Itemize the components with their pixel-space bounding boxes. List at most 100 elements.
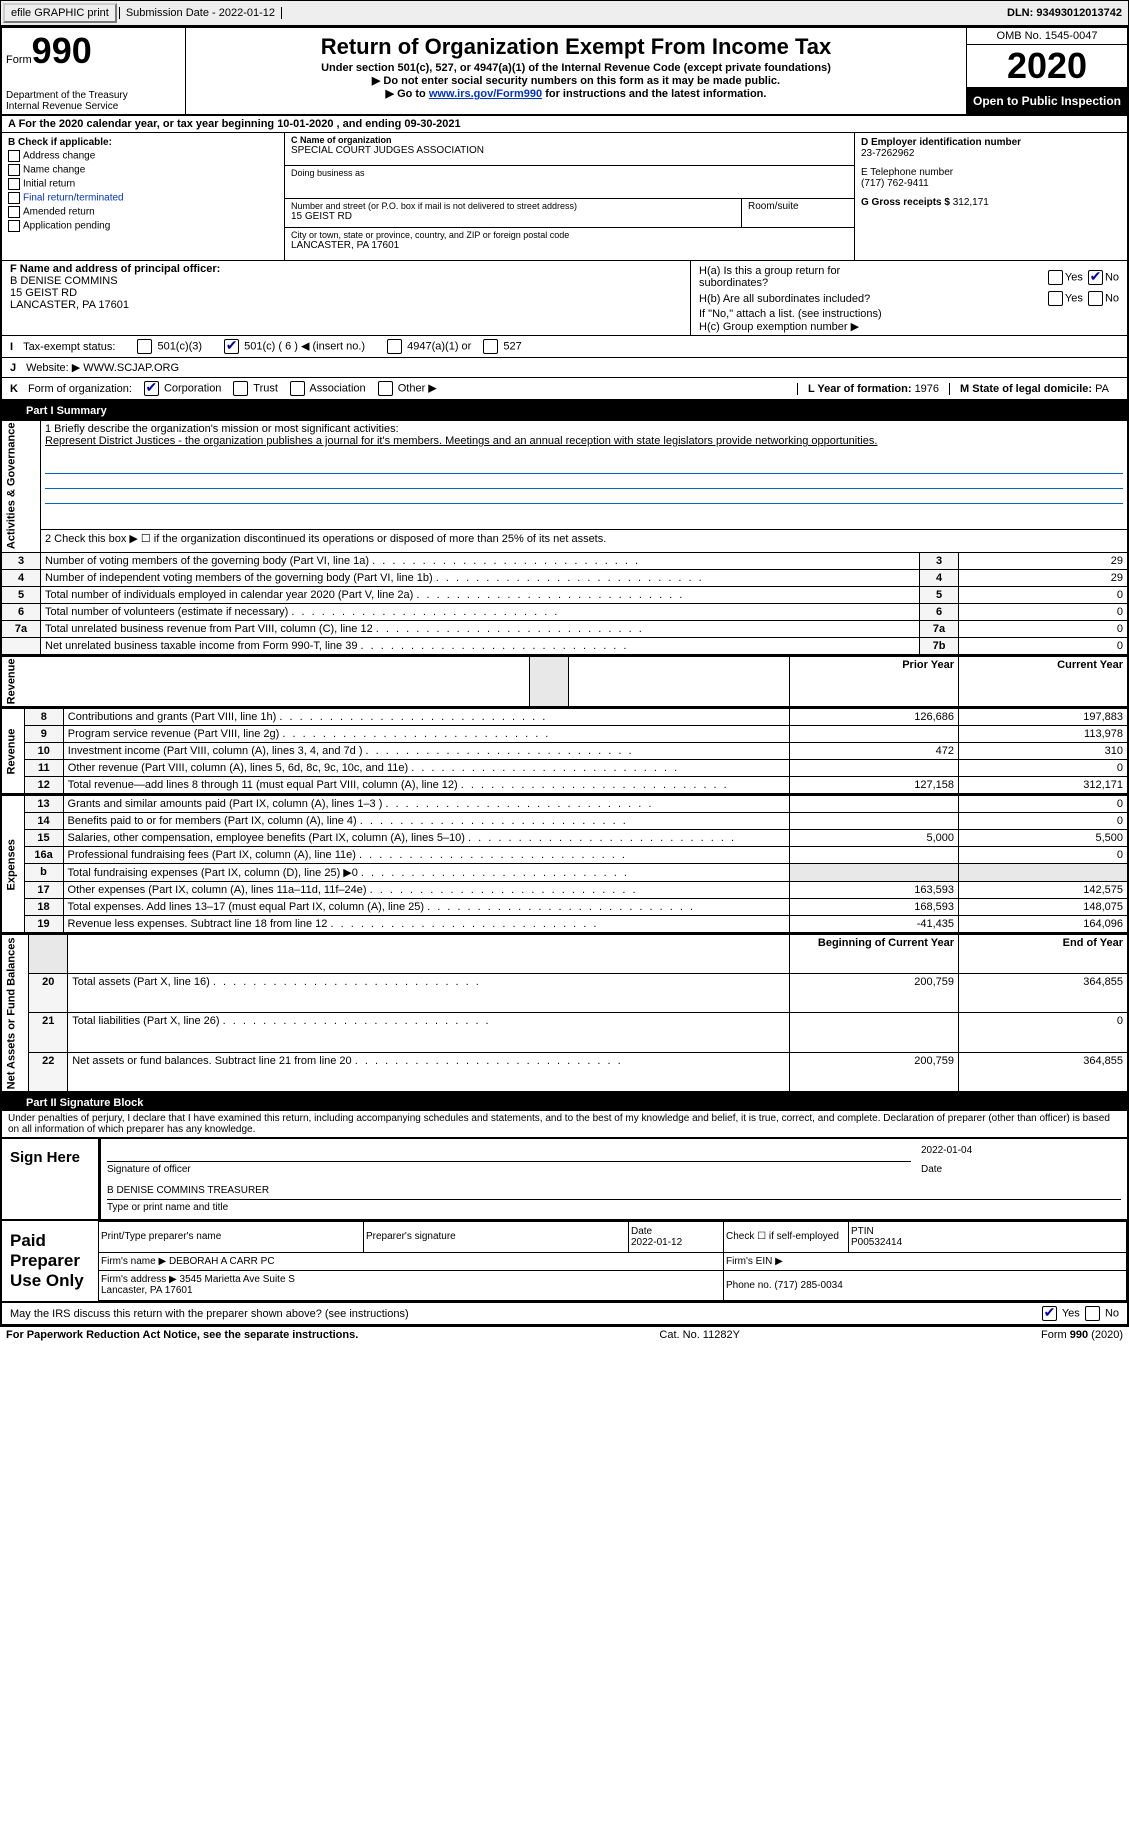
- na-rows: Net Assets or Fund BalancesBeginning of …: [0, 934, 1129, 1093]
- hb-no[interactable]: [1088, 291, 1103, 306]
- form-header: Form990 Department of the Treasury Inter…: [0, 26, 1129, 116]
- form-note-2: ▶ Go to www.irs.gov/Form990 for instruct…: [190, 87, 962, 100]
- prior-year-hdr: Prior Year: [790, 656, 959, 707]
- checkbox-address-change[interactable]: [8, 150, 20, 162]
- paid-preparer-block: Paid Preparer Use Only Print/Type prepar…: [0, 1221, 1129, 1303]
- hb-label: H(b) Are all subordinates included?: [699, 293, 879, 305]
- tax-year: 2020: [967, 45, 1127, 88]
- i-text: Tax-exempt status:: [23, 341, 115, 353]
- c-name-label: C Name of organization: [291, 135, 848, 145]
- section-f: F Name and address of principal officer:…: [2, 261, 691, 335]
- paperwork-notice: For Paperwork Reduction Act Notice, see …: [6, 1329, 358, 1341]
- form-subtitle: Under section 501(c), 527, or 4947(a)(1)…: [190, 62, 962, 74]
- checkbox-initial-return[interactable]: [8, 178, 20, 190]
- hb-yes[interactable]: [1048, 291, 1063, 306]
- firm-ein-lbl: Firm's EIN ▶: [726, 1256, 783, 1267]
- e-label: E Telephone number: [861, 167, 953, 178]
- m-label: M State of legal domicile:: [960, 383, 1092, 395]
- discuss-yes[interactable]: [1042, 1306, 1057, 1321]
- chk-trust[interactable]: [233, 381, 248, 396]
- dln: DLN: 93493012013742: [1001, 7, 1128, 19]
- g-label: G Gross receipts $: [861, 197, 950, 208]
- footer: For Paperwork Reduction Act Notice, see …: [0, 1326, 1129, 1343]
- officer-city: LANCASTER, PA 17601: [10, 299, 682, 311]
- d-label: D Employer identification number: [861, 137, 1021, 148]
- gross-receipts: 312,171: [953, 197, 989, 208]
- ha-no[interactable]: [1088, 270, 1103, 285]
- c-street-label: Number and street (or P.O. box if mail i…: [291, 201, 735, 211]
- efile-print-button[interactable]: efile GRAPHIC print: [3, 3, 117, 23]
- checkbox-amended[interactable]: [8, 206, 20, 218]
- section-h: H(a) Is this a group return for subordin…: [691, 261, 1127, 335]
- vlabel-governance: Activities & Governance: [1, 420, 41, 552]
- checkbox-app-pending[interactable]: [8, 220, 20, 232]
- self-employed: Check ☐ if self-employed: [726, 1231, 839, 1242]
- exp-rows: Expenses13Grants and similar amounts pai…: [0, 795, 1129, 934]
- room-suite-label: Room/suite: [742, 199, 854, 227]
- org-city: LANCASTER, PA 17601: [291, 240, 848, 251]
- part-1-header: Part I Summary: [0, 401, 1129, 419]
- discuss-no[interactable]: [1085, 1306, 1100, 1321]
- sign-here-label: Sign Here: [2, 1139, 98, 1219]
- penalty-text: Under penalties of perjury, I declare th…: [0, 1111, 1129, 1139]
- chk-527[interactable]: [483, 339, 498, 354]
- ein: 23-7262962: [861, 148, 914, 159]
- prep-sig-hdr: Preparer's signature: [366, 1231, 456, 1242]
- blank: [529, 656, 568, 707]
- chk-501c3[interactable]: [137, 339, 152, 354]
- k-text: Form of organization:: [28, 383, 132, 395]
- name-title-label: Type or print name and title: [107, 1202, 1121, 1213]
- officer-street: 15 GEIST RD: [10, 287, 682, 299]
- org-name: SPECIAL COURT JUDGES ASSOCIATION: [291, 145, 848, 156]
- form-footer: Form 990 (2020): [1041, 1329, 1123, 1341]
- row-a-tax-year: A For the 2020 calendar year, or tax yea…: [0, 116, 1129, 133]
- sign-here-block: Sign Here 2022-01-04 Signature of office…: [0, 1139, 1129, 1221]
- form-number: 990: [32, 30, 92, 71]
- state-domicile: PA: [1095, 383, 1109, 395]
- ha-yes[interactable]: [1048, 270, 1063, 285]
- firm-name: DEBORAH A CARR PC: [169, 1256, 275, 1267]
- chk-501c[interactable]: [224, 339, 239, 354]
- c-dba-label: Doing business as: [291, 168, 848, 178]
- ptin: P00532414: [851, 1237, 902, 1248]
- checkbox-name-change[interactable]: [8, 164, 20, 176]
- sig-officer-label: Signature of officer: [107, 1164, 921, 1175]
- revenue-table: Revenue Prior Year Current Year: [0, 656, 1129, 709]
- firm-name-lbl: Firm's name ▶: [101, 1256, 166, 1267]
- form-title: Return of Organization Exempt From Incom…: [190, 34, 962, 60]
- irs-link[interactable]: www.irs.gov/Form990: [429, 88, 542, 100]
- firm-addr-lbl: Firm's address ▶: [101, 1274, 177, 1285]
- j-text: Website: ▶: [26, 361, 80, 374]
- k-label: K: [10, 383, 18, 395]
- section-c: C Name of organization SPECIAL COURT JUD…: [285, 133, 855, 260]
- telephone: (717) 762-9411: [861, 178, 929, 189]
- chk-other[interactable]: [378, 381, 393, 396]
- q2: 2 Check this box ▶ ☐ if the organization…: [41, 529, 1129, 552]
- discuss-text: May the IRS discuss this return with the…: [10, 1308, 409, 1320]
- date-label: Date: [921, 1164, 1121, 1175]
- open-to-public: Open to Public Inspection: [967, 88, 1127, 114]
- b-header: B Check if applicable:: [8, 137, 278, 148]
- submission-date: Submission Date - 2022-01-12: [119, 7, 282, 19]
- chk-assoc[interactable]: [290, 381, 305, 396]
- section-b: B Check if applicable: Address change Na…: [2, 133, 285, 260]
- website: WWW.SCJAP.ORG: [83, 362, 179, 374]
- phone-lbl: Phone no.: [726, 1280, 772, 1291]
- part-2-header: Part II Signature Block: [0, 1093, 1129, 1111]
- year-formation: 1976: [915, 383, 939, 395]
- chk-corp[interactable]: [144, 381, 159, 396]
- form-note-1: ▶ Do not enter social security numbers o…: [190, 74, 962, 87]
- q1-value: Represent District Justices - the organi…: [45, 435, 1123, 447]
- officer-name-title: B DENISE COMMINS TREASURER: [107, 1185, 269, 1196]
- hc-label: H(c) Group exemption number ▶: [699, 320, 1119, 333]
- form-word: Form: [6, 54, 32, 66]
- current-year-hdr: Current Year: [959, 656, 1129, 707]
- org-street: 15 GEIST RD: [291, 211, 735, 222]
- prep-date: 2022-01-12: [631, 1237, 682, 1248]
- checkbox-final-return[interactable]: [8, 192, 20, 204]
- omb-number: OMB No. 1545-0047: [967, 28, 1127, 45]
- chk-4947[interactable]: [387, 339, 402, 354]
- cat-no: Cat. No. 11282Y: [659, 1329, 740, 1341]
- sign-date: 2022-01-04: [911, 1145, 1121, 1164]
- j-label: J: [10, 362, 16, 374]
